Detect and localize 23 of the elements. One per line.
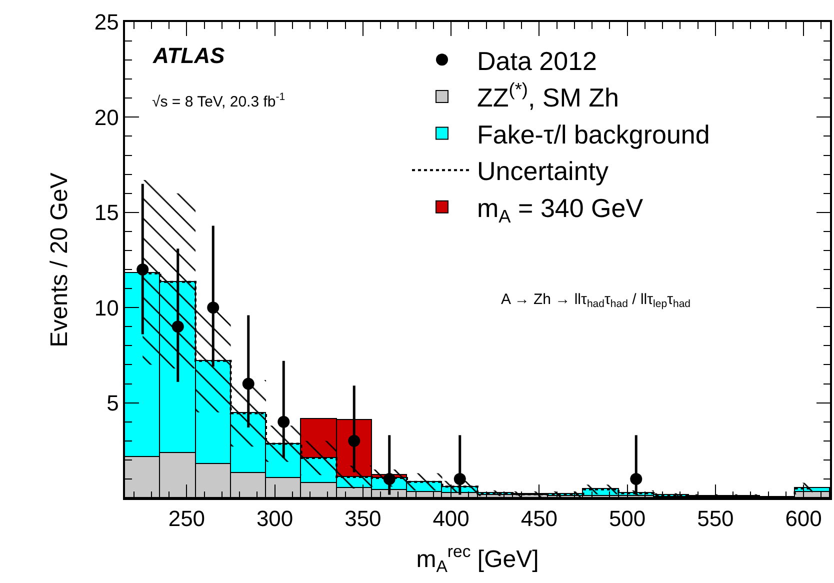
x-tick-label: 600	[785, 506, 822, 532]
annotation: √s = 8 TeV, 20.3 fb$^{-1}$	[152, 91, 286, 110]
legend-label: Uncertainty	[477, 156, 608, 186]
x-tick-label: 350	[344, 506, 382, 532]
legend-label: ZZ$^{(*)}$, SM Zh	[477, 80, 619, 113]
x-tick-label: 550	[697, 506, 734, 532]
x-axis-title: m$_{A}$$^{rec}$ [GeV]	[416, 542, 539, 576]
annotation: ATLAS	[152, 43, 226, 68]
annotation: A → Zh → llτ$_{had}$τ$_{had}$ / llτ$_{lep}$τ$_{had}$	[501, 291, 691, 310]
legend-label: Fake-τ/l background	[477, 119, 710, 150]
x-tick-label: 250	[168, 506, 206, 532]
legend-label: Data 2012	[477, 46, 597, 76]
x-tick-label: 400	[432, 506, 470, 532]
x-tick-label: 450	[520, 506, 558, 532]
y-tick-label: 20	[94, 104, 119, 130]
y-tick-label: 5	[106, 390, 119, 416]
y-tick-label: 10	[94, 295, 119, 320]
legend-label: m$_{A}$ = 340 GeV	[477, 193, 644, 226]
y-tick-label: 25	[94, 10, 119, 35]
y-tick-label: 15	[94, 200, 119, 226]
x-tick-label: 500	[608, 506, 646, 532]
x-tick-label: 300	[256, 506, 294, 532]
y-axis-title: Events / 20 GeV	[46, 172, 73, 348]
